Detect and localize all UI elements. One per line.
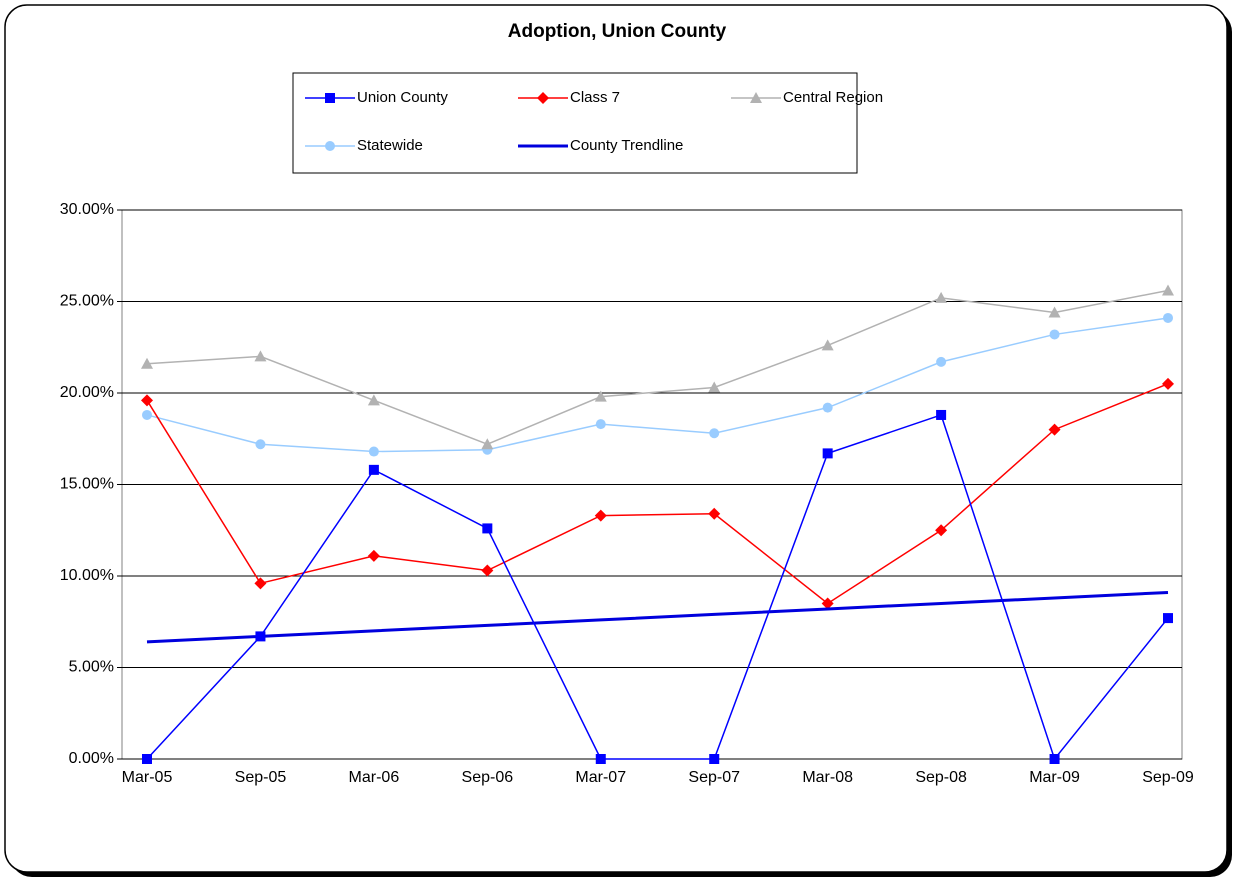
data-point [254,350,267,362]
data-point [1163,312,1173,323]
data-point [1162,284,1174,296]
data-point [1049,754,1060,764]
data-point [255,439,266,450]
data-point [594,390,607,402]
legend-label: Central Region [783,89,883,106]
data-point [1048,423,1061,436]
legend-label: County Trendline [570,137,683,154]
data-point [709,428,720,439]
x-tick-label: Mar-06 [349,769,400,786]
data-point [595,419,606,430]
data-point [142,409,152,420]
data-point [1162,377,1174,390]
legend-label: Class 7 [570,89,620,106]
y-tick-label: 20.00% [60,384,114,401]
x-tick-label: Mar-05 [122,769,173,786]
legend [292,72,858,174]
series-line [146,590,1169,644]
x-tick-label: Sep-09 [1142,769,1194,786]
y-tick-label: 15.00% [60,476,114,493]
data-point [594,509,607,522]
data-point [255,631,266,642]
series-line [146,414,1169,761]
x-tick-label: Sep-07 [688,769,740,786]
data-point [1163,613,1173,624]
legend-label: Statewide [357,137,423,154]
data-point [935,291,948,303]
data-point [708,381,721,393]
data-point [141,357,153,369]
x-tick-label: Sep-05 [235,769,287,786]
data-point [254,577,267,590]
data-point [821,339,834,351]
x-tick-label: Sep-08 [915,769,967,786]
chart-title: Adoption, Union County [508,21,727,42]
data-point [708,507,721,520]
series-line [146,289,1169,446]
y-tick-label: 25.00% [60,293,114,310]
data-point [482,523,493,534]
legend-marker [537,92,549,104]
data-point [936,409,947,420]
y-tick-label: 30.00% [60,201,114,218]
y-tick-label: 5.00% [69,659,114,676]
x-tick-label: Mar-08 [802,769,853,786]
data-point [481,438,494,450]
x-tick-label: Mar-07 [575,769,626,786]
data-point [936,356,947,367]
data-point [367,394,380,406]
y-tick-label: 0.00% [69,750,114,767]
data-point [367,549,380,562]
data-point [935,524,948,537]
legend-marker [750,92,762,103]
series-line [146,383,1169,605]
data-point [141,394,153,407]
data-point [368,464,379,475]
x-tick-label: Sep-06 [462,769,514,786]
data-point [1048,306,1061,318]
data-point [368,446,379,457]
y-tick-label: 10.00% [60,567,114,584]
data-point [1049,329,1060,340]
series-line [146,317,1169,453]
legend-label: Union County [357,89,448,106]
data-point [142,754,152,764]
data-point [595,754,606,764]
data-point [481,564,494,577]
x-tick-label: Mar-09 [1029,769,1080,786]
legend-marker [325,141,335,151]
legend-marker [325,93,335,103]
data-point [821,597,834,610]
data-point [822,402,833,413]
data-point [822,448,833,459]
data-point [709,754,720,764]
